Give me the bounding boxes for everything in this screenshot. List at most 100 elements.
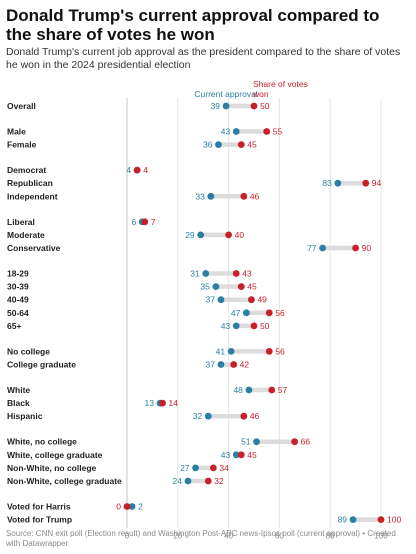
row-label-no-college: No college [7,346,50,356]
votes-value-label: 4 [143,165,148,175]
row-label-white-no-college: White, no college [7,437,77,447]
approval-value-label: 43 [221,321,231,331]
approval-value-label: 89 [338,515,348,525]
approval-dot [215,141,222,149]
votes-dot [250,322,258,330]
votes-value-label: 45 [247,282,257,292]
approval-dot [204,412,212,420]
approval-dot [212,283,220,290]
approval-dot [227,348,235,355]
row-label-voted-for-harris: Voted for Harris [7,502,71,512]
approval-value-label: 24 [172,476,182,486]
approval-dot [217,296,225,304]
approval-value-label: 32 [193,411,203,421]
votes-value-label: 66 [301,437,311,447]
votes-value-label: 50 [260,101,270,111]
votes-dot [265,348,273,355]
votes-dot [352,244,359,252]
legend-current-approval: Current approval [194,89,257,99]
votes-value-label: 0 [116,502,121,512]
row-label-voted-for-trump: Voted for Trump [7,515,72,525]
approval-dot [242,309,250,317]
approval-dot [184,477,192,485]
row-label-male: Male [7,127,26,137]
approval-dot [202,270,210,277]
approval-dot [207,192,215,200]
votes-value-label: 43 [242,269,252,279]
votes-dot [240,412,248,420]
chart-title: Donald Trump's current approval compared… [6,6,380,44]
votes-dot [265,309,273,317]
x-tick-label: 60 [275,532,284,541]
row-label-non-white-no-college: Non-White, no college [7,463,97,473]
votes-value-label: 45 [247,140,257,150]
row-label-independent: Independent [7,191,58,201]
votes-value-label: 49 [257,295,267,305]
row-label-40-49: 40-49 [7,295,29,305]
x-tick-label: 0 [125,532,130,541]
x-tick-label: 100 [374,532,388,541]
votes-value-label: 56 [275,346,285,356]
approval-value-label: 43 [221,127,231,137]
row-label-conservative: Conservative [7,243,61,253]
x-tick-label: 40 [224,532,233,541]
votes-value-label: 40 [235,230,245,240]
votes-value-label: 55 [273,127,283,137]
approval-value-label: 36 [203,140,213,150]
x-tick-label: 80 [326,532,335,541]
approval-dot [319,244,326,252]
approval-value-label: 31 [190,269,200,279]
votes-dot [362,179,370,187]
row-label-overall: Overall [7,101,36,111]
row-label-black: Black [7,398,30,408]
row-label-18-29: 18-29 [7,269,29,279]
votes-value-label: 100 [387,515,401,525]
votes-dot [377,516,385,523]
votes-value-label: 94 [372,178,382,188]
votes-dot [141,218,149,226]
approval-dot [197,231,205,239]
approval-value-label: 33 [195,191,205,201]
votes-dot [237,283,245,290]
approval-dot [334,179,342,187]
votes-value-label: 45 [247,450,257,460]
votes-dot [230,361,238,368]
votes-value-label: 34 [219,463,229,473]
approval-value-label: 39 [211,101,221,111]
row-label-50-64: 50-64 [7,308,29,318]
votes-dot [133,166,141,174]
row-label-republican: Republican [7,178,53,188]
votes-value-label: 32 [214,476,224,486]
votes-dot [237,451,245,459]
votes-value-label: 50 [260,321,270,331]
approval-dot [253,438,260,446]
votes-dot [237,141,245,149]
row-label-college-graduate: College graduate [7,360,76,370]
approval-value-label: 2 [138,502,143,512]
approval-value-label: 6 [132,217,137,227]
approval-value-label: 35 [200,282,210,292]
approval-value-label: 37 [206,360,216,370]
approval-dot [128,503,136,510]
votes-dot [123,503,131,510]
votes-dot [291,438,299,446]
row-label-non-white-college-graduate: Non-White, college graduate [7,476,122,486]
legend-share-of-votes-won: Share of votes won [252,79,308,99]
approval-dot [232,322,240,330]
approval-value-label: 43 [221,450,231,460]
approval-dot [232,451,240,459]
approval-value-label: 41 [216,346,226,356]
approval-value-label: 4 [126,165,131,175]
x-tick-label: 20 [173,532,182,541]
approval-value-label: 29 [185,230,195,240]
votes-value-label: 14 [169,398,179,408]
source-notes: Source: CNN exit poll (Election result) … [6,529,396,548]
approval-dot [222,102,230,110]
votes-value-label: 42 [240,360,250,370]
row-label-democrat: Democrat [7,165,46,175]
votes-dot [250,102,258,110]
votes-dot [248,296,255,304]
votes-value-label: 46 [250,191,260,201]
votes-dot [240,192,248,200]
chart-subtitle: Donald Trump's current job approval as t… [6,46,401,71]
